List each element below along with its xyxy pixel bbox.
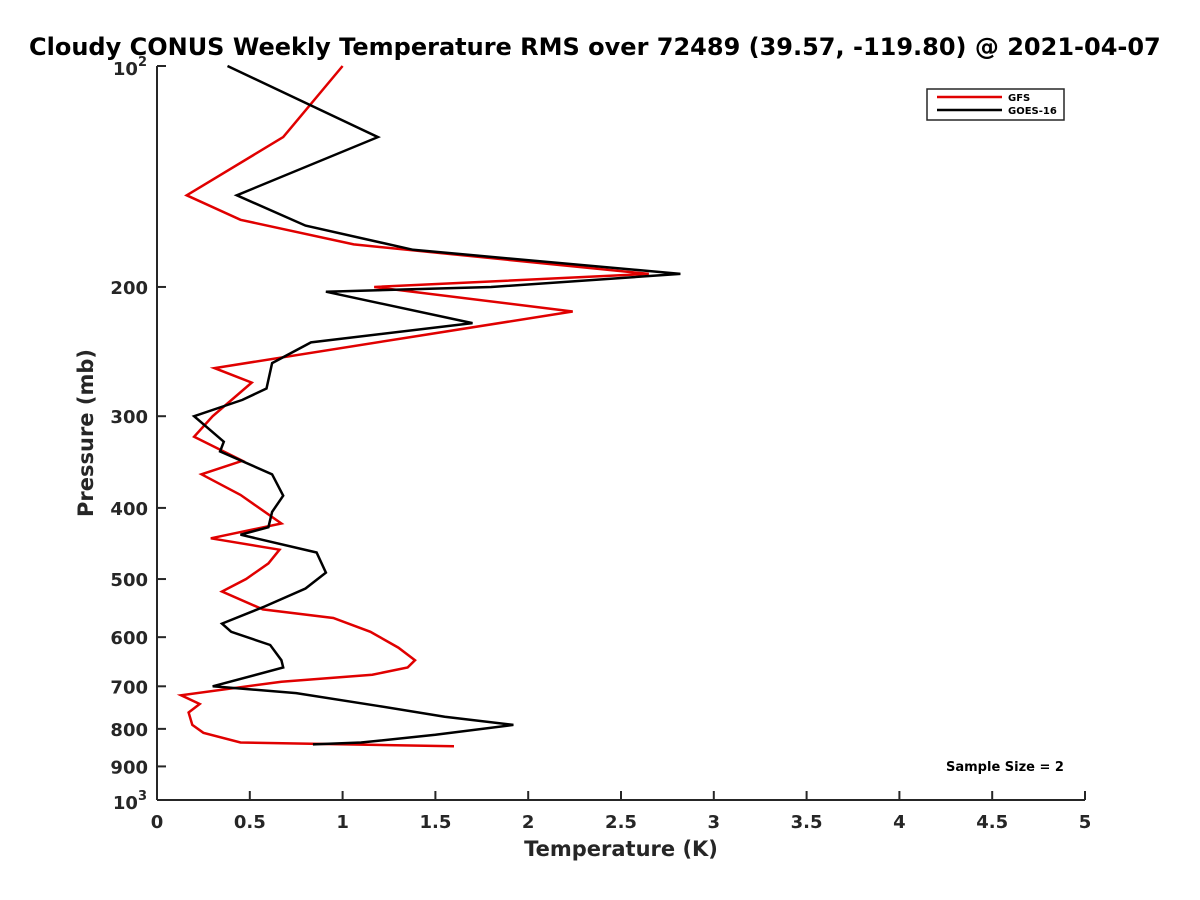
chart-title: Cloudy CONUS Weekly Temperature RMS over… [29,33,1161,61]
y-tick-base: 10 [113,793,138,814]
y-tick-label: 700 [110,677,148,698]
y-tick-label: 102 [113,55,147,80]
x-tick-label: 2.5 [605,812,637,833]
sample-size-annotation: Sample Size = 2 [946,760,1064,775]
x-tick-label: 1 [336,812,349,833]
legend-label-gfs: GFS [1008,93,1030,104]
x-tick-label: 3 [708,812,721,833]
axes [156,66,1085,801]
y-tick-exponent: 2 [138,55,147,70]
y-tick-base: 10 [113,59,138,80]
y-tick-label: 900 [110,757,148,778]
legend-label-goes16: GOES-16 [1008,106,1057,117]
plot-area: 0 0.5 1 1.5 2 2.5 3 3.5 4 4.5 5 102200300400500600… [110,55,1091,833]
series-line-0 [176,65,649,748]
x-tick-label: 4 [893,812,906,833]
x-tick-label: 4.5 [976,812,1008,833]
x-tick-label: 0.5 [234,812,266,833]
x-ticks: 0 0.5 1 1.5 2 2.5 3 3.5 4 4.5 5 [151,791,1092,833]
y-tick-label: 600 [110,628,148,649]
y-tick-label: 300 [110,407,148,428]
x-axis-label: Temperature (K) [524,837,718,861]
y-tick-label: 800 [110,720,148,741]
legend: GFS GOES-16 [926,88,1065,121]
x-tick-label: 0 [151,812,164,833]
x-tick-label: 2 [522,812,535,833]
y-tick-label: 200 [110,278,148,299]
x-tick-label: 5 [1079,812,1092,833]
y-tick-label: 103 [113,789,147,814]
legend-box [926,88,1065,121]
x-tick-label: 1.5 [419,812,451,833]
series-line-1 [191,64,681,746]
y-axis-label: Pressure (mb) [74,349,98,517]
y-tick-exponent: 3 [138,789,147,804]
series-layer [176,64,681,748]
y-tick-label: 400 [110,499,148,520]
x-tick-label: 3.5 [791,812,823,833]
y-tick-label: 500 [110,570,148,591]
